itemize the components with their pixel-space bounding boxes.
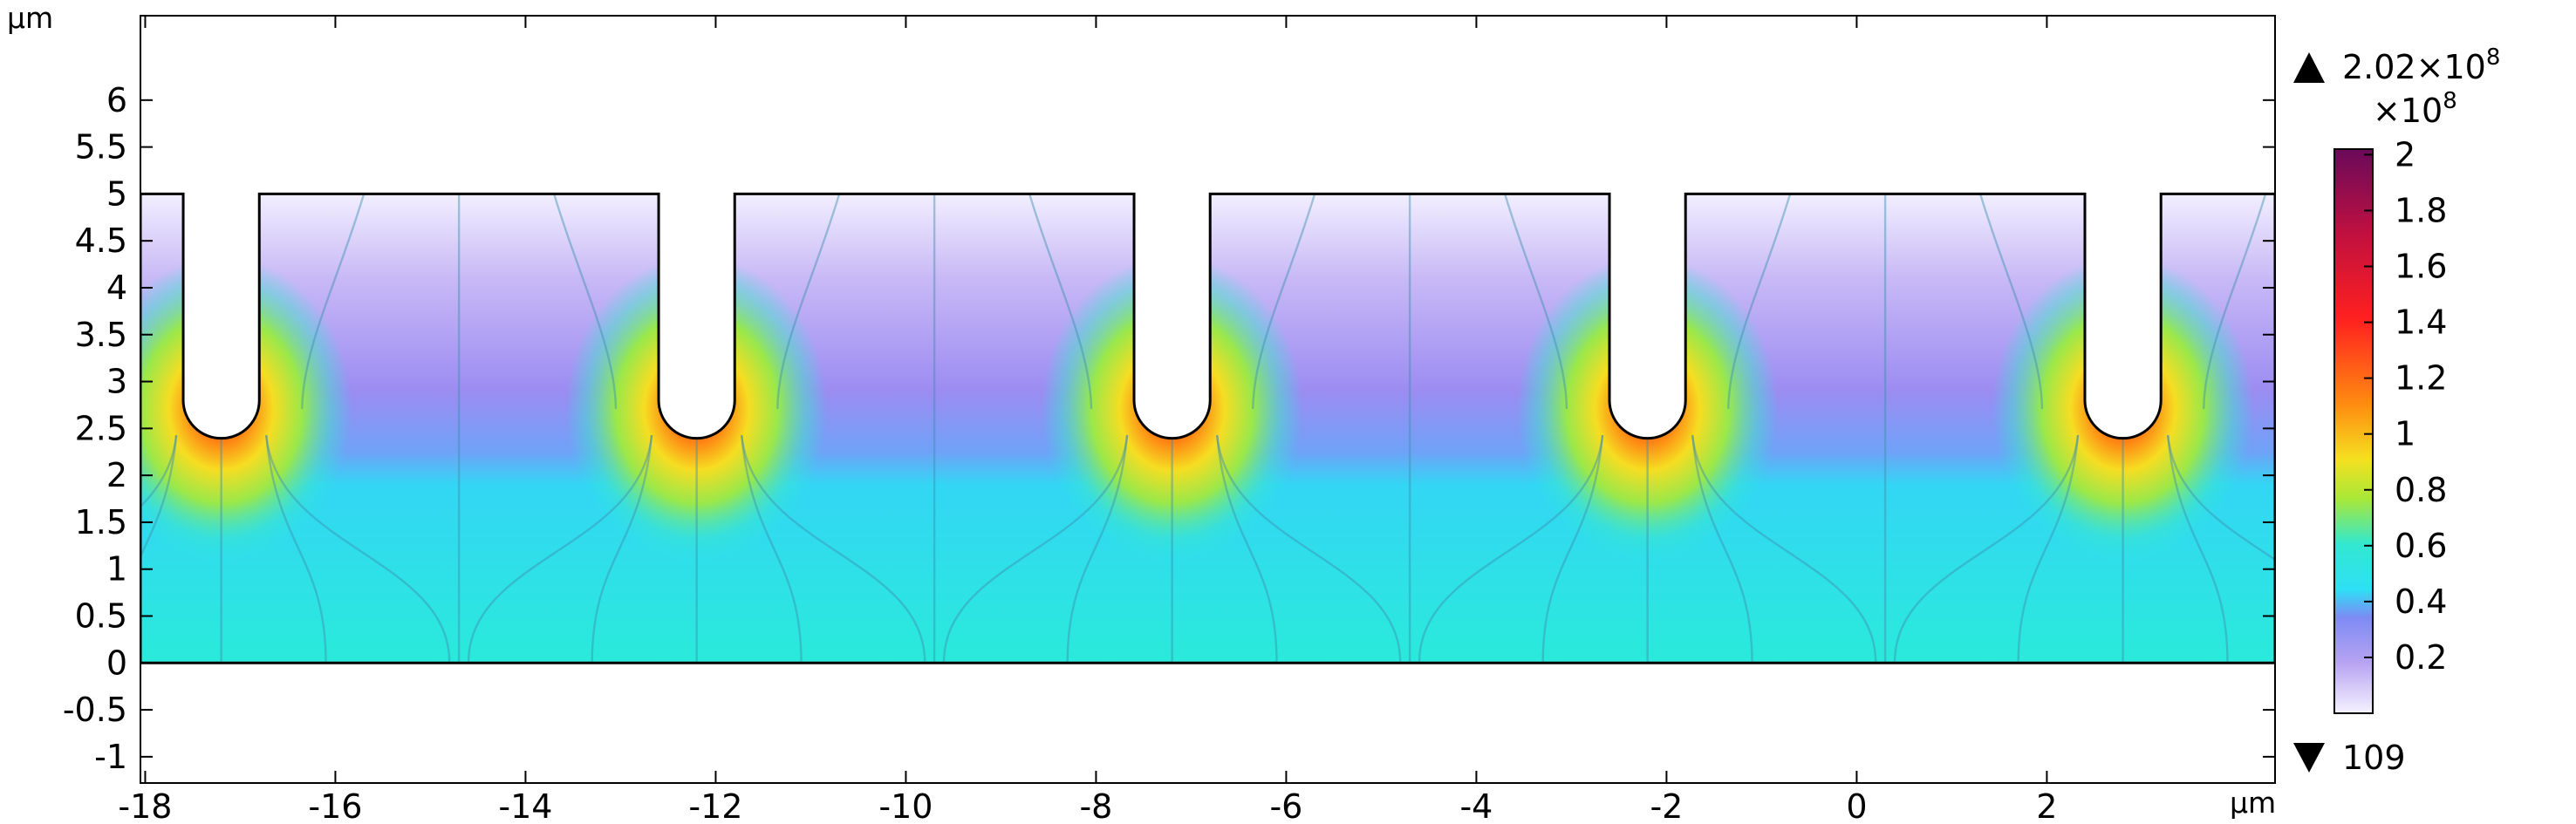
y-tick-label: 3 — [106, 363, 127, 401]
contour-line — [1691, 434, 1877, 664]
x-tick-label: -14 — [498, 787, 552, 824]
domain-boundary — [140, 192, 2275, 664]
min-triangle-icon — [2293, 743, 2325, 773]
colorbar: 2.02×108 ×108 2 1.8 1.6 1.4 1.2 1 0.8 0.6 0.4 0.2… — [2293, 44, 2500, 777]
x-axis: -18 -16 -14 -12 -10 -8 -6 -4 -2 0 2 — [118, 16, 2057, 824]
colorbar-tick-label: 0.8 — [2395, 471, 2447, 509]
contour-line — [591, 434, 653, 664]
contour-line — [140, 434, 178, 664]
colorbar-min-label: 109 — [2342, 739, 2406, 777]
colorbar-tick-label: 1.6 — [2395, 248, 2447, 286]
contour-line — [1691, 434, 1753, 664]
y-tick-label: -0.5 — [63, 691, 127, 729]
x-tick-label: -10 — [878, 787, 933, 824]
colorbar-max-label: 2.02×108 — [2342, 44, 2500, 86]
contour-line — [942, 434, 1129, 664]
contour-line — [1216, 434, 1402, 664]
colorbar-tick-label: 1.4 — [2395, 303, 2447, 342]
contour-line — [1541, 434, 1604, 664]
contour-line — [1066, 434, 1129, 664]
colorbar-scale-label: ×108 — [2373, 88, 2457, 130]
contour-line — [2017, 434, 2080, 664]
contour-line — [2203, 194, 2267, 410]
colorbar-tick-label: 0.2 — [2395, 638, 2447, 677]
contour-line — [2456, 194, 2518, 409]
contour-line — [1503, 194, 1568, 410]
colorbar-tick-label: 1.8 — [2395, 191, 2447, 229]
colorbar-ticks: 2 1.8 1.6 1.4 1.2 1 0.8 0.6 0.4 0.2 — [2364, 135, 2447, 677]
colorbar-tick-label: 2 — [2395, 135, 2415, 174]
y-tick-label: 1.5 — [75, 503, 127, 541]
colorbar-tick-label: 1.2 — [2395, 359, 2447, 398]
x-tick-label: 0 — [1846, 787, 1867, 824]
contour-lines — [140, 194, 2518, 664]
contour-line — [265, 434, 451, 664]
x-tick-label: 2 — [2036, 787, 2057, 824]
contour-line — [741, 434, 926, 664]
max-triangle-icon — [2293, 52, 2325, 83]
contour-line — [1028, 194, 1093, 410]
contour-line — [2167, 434, 2229, 664]
x-tick-label: -6 — [1269, 787, 1302, 824]
x-tick-label: -8 — [1079, 787, 1112, 824]
y-tick-label: 3.5 — [75, 316, 127, 354]
y-tick-label: 0.5 — [75, 597, 127, 636]
x-tick-label: -2 — [1650, 787, 1683, 824]
contour-line — [2167, 434, 2275, 664]
y-tick-label: -1 — [94, 738, 127, 776]
contour-line — [140, 434, 178, 664]
y-tick-label: 6 — [106, 81, 127, 119]
colorbar-tick-label: 1 — [2395, 415, 2415, 453]
y-tick-label: 2 — [106, 456, 127, 494]
contour-line — [776, 194, 841, 410]
y-tick-label: 5.5 — [75, 128, 127, 167]
contour-line — [1978, 194, 2044, 410]
contour-line — [265, 434, 327, 664]
contour-line — [1727, 194, 1792, 410]
y-tick-label: 0 — [106, 644, 127, 682]
contour-line — [467, 434, 653, 664]
y-tick-label: 5 — [106, 174, 127, 213]
axes-frame — [140, 15, 2276, 784]
y-axis: -1 -0.5 0 0.5 1 1.5 2 2.5 3 3.5 4 4.5 5 5.5 6 — [63, 81, 2275, 776]
contour-line — [1252, 194, 1316, 410]
y-tick-label: 1 — [106, 550, 127, 589]
y-tick-label: 4 — [106, 269, 127, 307]
contour-line — [301, 194, 366, 410]
contour-line — [1216, 434, 1278, 664]
y-tick-label: 4.5 — [75, 221, 127, 260]
contour-line — [1893, 434, 2080, 664]
x-tick-label: -16 — [308, 787, 362, 824]
x-tick-label: -4 — [1459, 787, 1493, 824]
colorbar-tick-label: 0.6 — [2395, 527, 2447, 565]
contour-line — [1418, 434, 1604, 664]
simulation-domain — [140, 194, 2518, 664]
y-unit-label: µm — [7, 1, 53, 35]
plot-area — [140, 192, 2518, 664]
contour-line — [552, 194, 618, 410]
y-tick-label: 2.5 — [75, 409, 127, 447]
x-unit-label: µm — [2230, 786, 2276, 820]
x-tick-label: -12 — [688, 787, 742, 824]
contour-line — [741, 434, 803, 664]
colorbar-gradient — [2333, 148, 2374, 714]
x-tick-label: -18 — [118, 787, 172, 824]
colorbar-tick-label: 0.4 — [2395, 582, 2447, 621]
